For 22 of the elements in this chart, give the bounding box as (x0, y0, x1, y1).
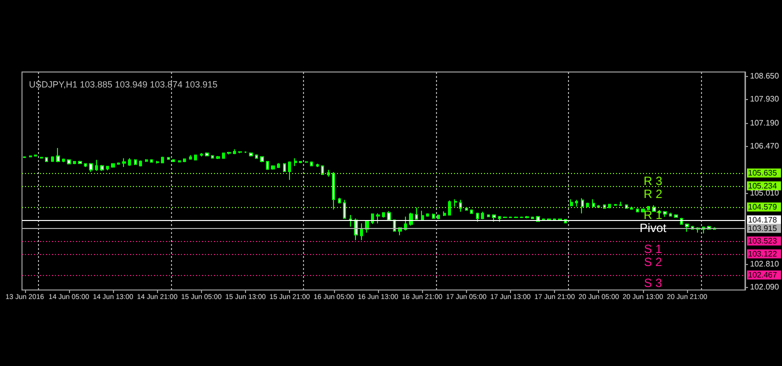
ref-line-label: S 2 (644, 254, 662, 269)
ref-line-label: R 3 (644, 174, 663, 188)
y-tick-label: 108.650 (750, 71, 780, 80)
y2-tick-label: 105.234 (748, 181, 778, 190)
y-tick-label: 106.470 (750, 142, 780, 151)
text: USDJPY,H1 103.885 103.949 103.874 103.915 (29, 80, 218, 90)
y2-tick-label: 104.178 (748, 215, 778, 224)
y-tick-label: 105.010 (750, 188, 780, 198)
y2-tick-label: 103.523 (748, 236, 778, 246)
y2-tick-label: 103.915 (748, 224, 778, 233)
ref-line-label: S 1 (644, 242, 662, 256)
y2-tick-label: 102.467 (748, 270, 778, 280)
y2-tick-label: 105.635 (748, 168, 778, 178)
y2-tick-label: 104.579 (748, 202, 778, 212)
ref-line-label: R 1 (644, 208, 663, 222)
ref-line-label: R 2 (644, 186, 663, 201)
ref-line-label: S 3 (644, 276, 662, 290)
y-tick-label: 102.810 (750, 259, 780, 268)
y-tick-label: 102.090 (750, 282, 780, 292)
y2-tick-label: 103.122 (748, 249, 778, 258)
y-tick-label: 107.190 (750, 118, 780, 128)
y-tick-label: 107.930 (750, 94, 780, 104)
